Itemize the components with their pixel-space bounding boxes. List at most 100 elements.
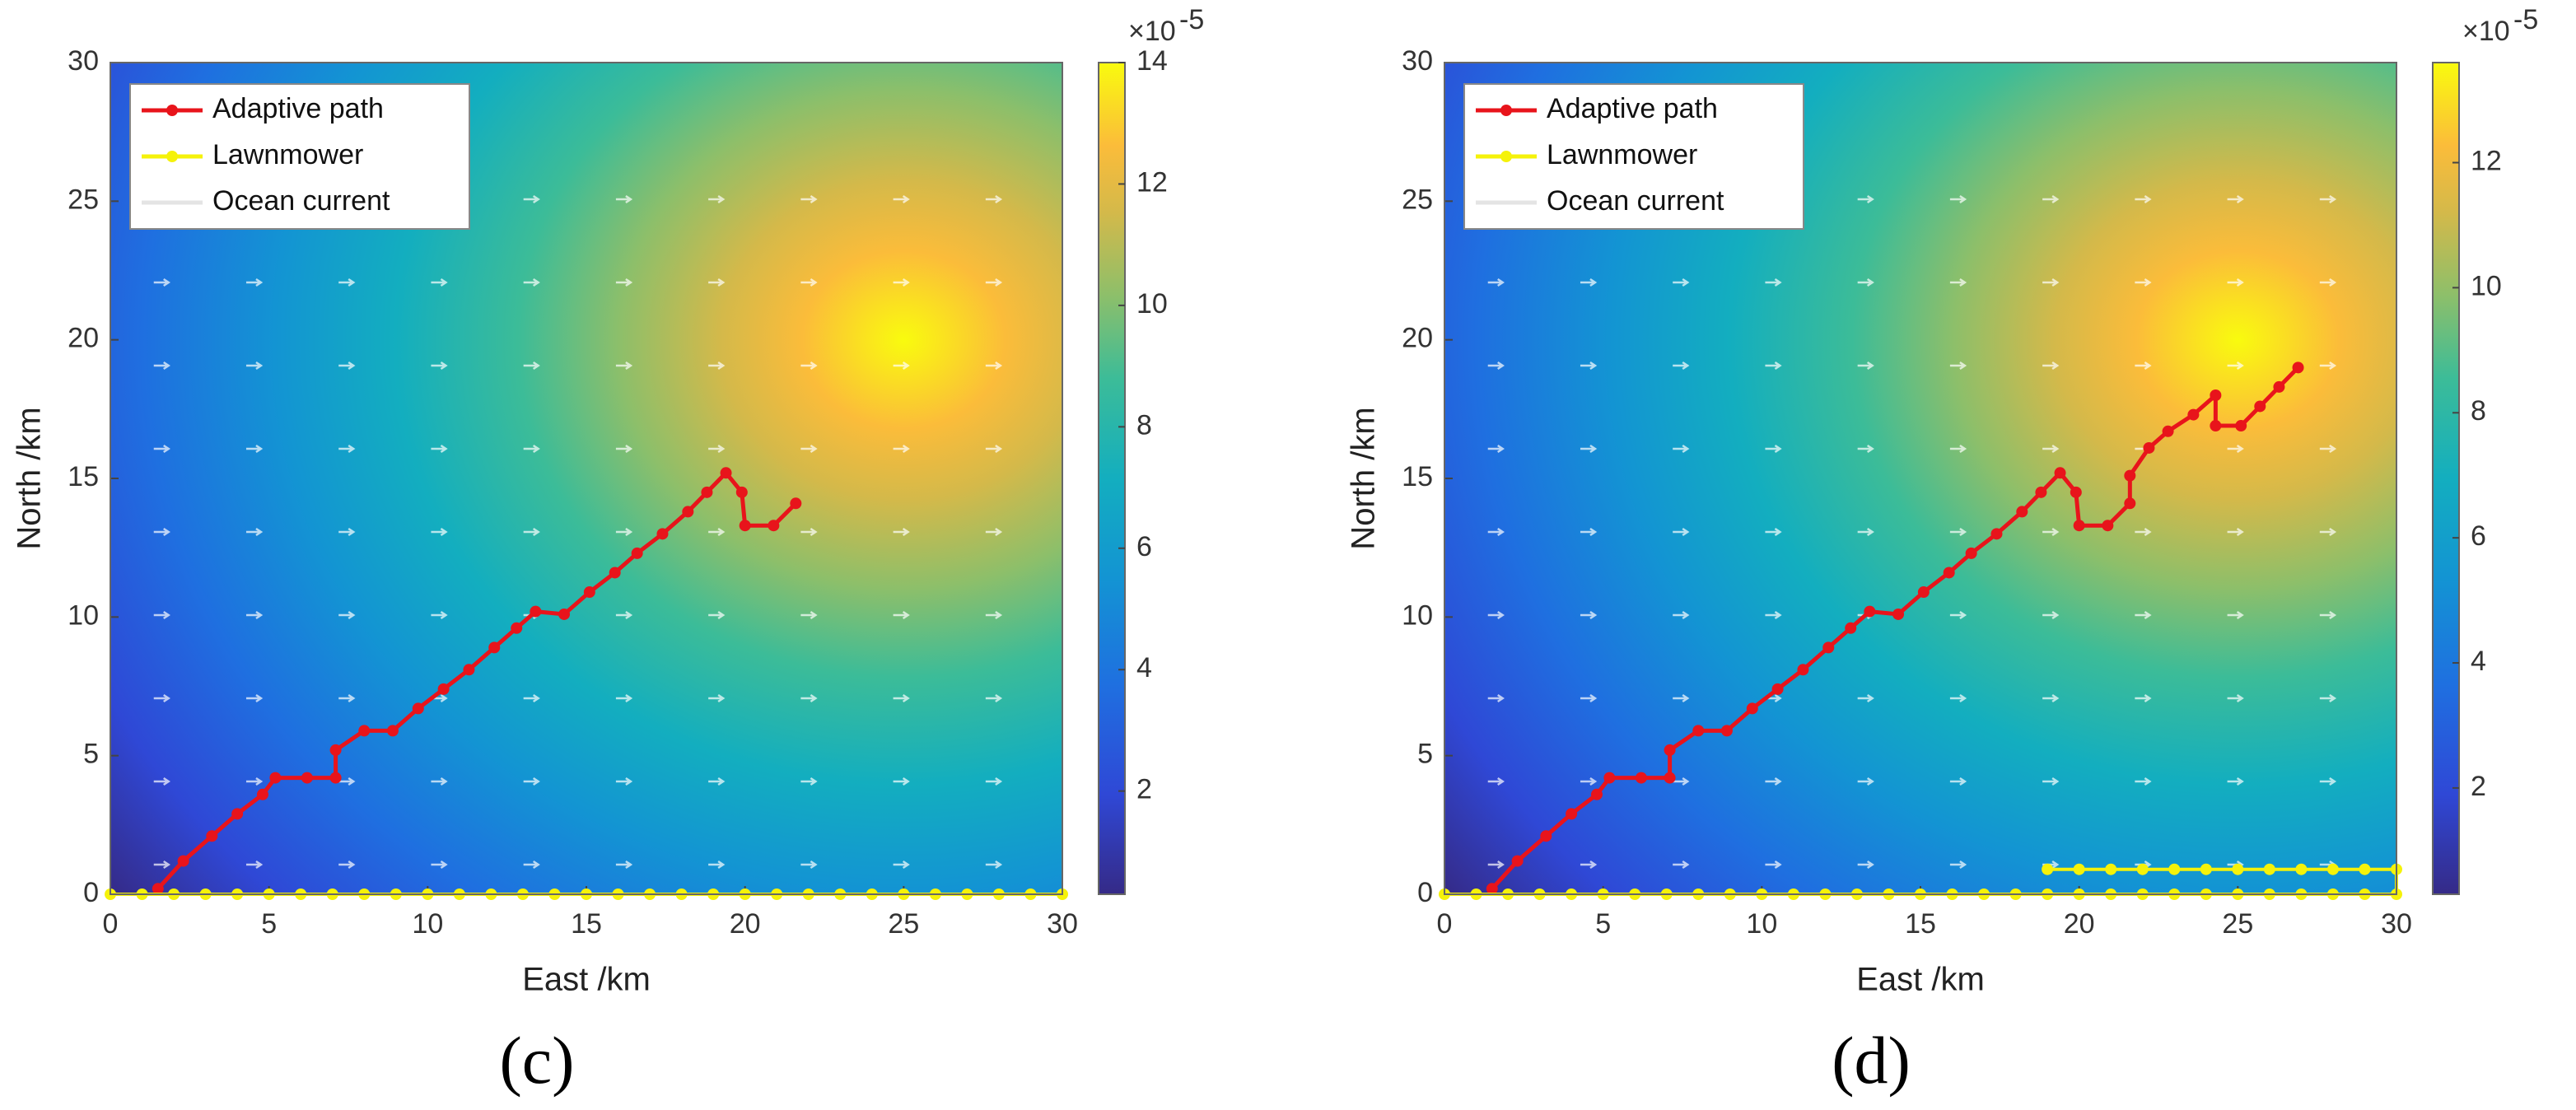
legend-label: Adaptive path bbox=[1547, 93, 1718, 124]
current-arrow bbox=[615, 693, 633, 703]
current-arrow bbox=[153, 777, 170, 786]
current-arrow bbox=[1487, 278, 1505, 287]
current-arrow bbox=[1765, 860, 1782, 870]
legend-label: Lawnmower bbox=[212, 139, 363, 170]
current-arrow bbox=[2135, 693, 2152, 703]
current-arrow bbox=[893, 361, 910, 371]
x-tick-label: 30 bbox=[2381, 908, 2412, 940]
series-point bbox=[1864, 605, 1876, 618]
y-tick-label: 5 bbox=[1417, 739, 1433, 770]
current-arrow bbox=[2135, 777, 2152, 786]
current-arrow bbox=[615, 777, 633, 786]
y-tick-label: 0 bbox=[83, 877, 99, 908]
y-tick-label: 20 bbox=[68, 323, 99, 354]
current-arrow bbox=[338, 610, 356, 620]
legend-label: Ocean current bbox=[212, 185, 390, 217]
current-arrow bbox=[2227, 693, 2244, 703]
current-arrow bbox=[893, 610, 910, 620]
legend-marker bbox=[166, 151, 178, 162]
current-arrow bbox=[431, 278, 448, 287]
colorbar-multiplier: ×10 bbox=[1128, 16, 1176, 47]
current-arrow bbox=[985, 361, 1003, 371]
current-arrow bbox=[1857, 693, 1874, 703]
current-arrow bbox=[523, 860, 540, 870]
current-arrow bbox=[800, 194, 818, 204]
current-arrow bbox=[893, 278, 910, 287]
series-point bbox=[583, 586, 595, 599]
series-point bbox=[269, 772, 282, 784]
y-tick-label: 30 bbox=[68, 45, 99, 77]
series-point bbox=[2102, 520, 2114, 532]
series-point bbox=[735, 486, 748, 498]
current-arrow bbox=[245, 444, 264, 454]
current-arrow bbox=[1580, 610, 1598, 620]
current-arrow bbox=[1949, 777, 1967, 786]
current-arrow bbox=[1580, 693, 1598, 703]
x-tick-label: 5 bbox=[1595, 908, 1611, 940]
series-point bbox=[2143, 441, 2155, 454]
series-point bbox=[2235, 420, 2247, 432]
series-point bbox=[206, 830, 218, 842]
current-arrow bbox=[245, 361, 264, 371]
series-point bbox=[631, 547, 643, 559]
series-point bbox=[720, 467, 732, 479]
current-arrow bbox=[431, 777, 448, 786]
current-arrow bbox=[523, 278, 540, 287]
current-arrow bbox=[153, 860, 170, 870]
series-point bbox=[1692, 725, 1705, 737]
current-arrow bbox=[1673, 527, 1690, 537]
current-arrow bbox=[153, 444, 170, 454]
series-point bbox=[682, 506, 694, 518]
current-arrow bbox=[523, 693, 540, 703]
x-tick-label: 10 bbox=[1746, 908, 1777, 940]
series-point bbox=[463, 664, 475, 676]
current-arrow bbox=[338, 444, 356, 454]
colorbar-tick-label: 10 bbox=[2471, 270, 2502, 301]
current-arrow bbox=[245, 278, 264, 287]
current-arrow bbox=[1765, 777, 1782, 786]
current-arrow bbox=[153, 693, 170, 703]
legend-marker bbox=[1500, 151, 1512, 162]
current-arrow bbox=[1857, 361, 1874, 371]
series-point bbox=[2162, 425, 2174, 437]
current-arrow bbox=[2227, 278, 2244, 287]
current-arrow bbox=[245, 860, 264, 870]
current-arrow bbox=[1487, 777, 1505, 786]
current-arrow bbox=[1580, 527, 1598, 537]
current-arrow bbox=[2227, 777, 2244, 786]
current-arrow bbox=[1949, 860, 1967, 870]
current-arrow bbox=[2319, 777, 2337, 786]
y-tick-label: 20 bbox=[1402, 323, 1433, 354]
current-arrow bbox=[1580, 777, 1598, 786]
current-arrow bbox=[615, 278, 633, 287]
current-arrow bbox=[153, 527, 170, 537]
series-point bbox=[2200, 863, 2212, 875]
x-tick-label: 15 bbox=[1905, 908, 1936, 940]
series-point bbox=[2210, 389, 2222, 401]
series-point bbox=[2232, 863, 2244, 875]
current-arrow bbox=[1673, 693, 1690, 703]
current-arrow bbox=[800, 361, 818, 371]
series-point bbox=[1590, 788, 1603, 800]
current-arrow bbox=[1580, 860, 1598, 870]
plot-frame bbox=[1444, 62, 2397, 895]
current-arrow bbox=[338, 527, 356, 537]
current-arrow bbox=[615, 444, 633, 454]
series-point bbox=[2263, 863, 2275, 875]
current-arrow bbox=[1487, 527, 1505, 537]
x-tick-label: 30 bbox=[1047, 908, 1078, 940]
series-point bbox=[1511, 855, 1524, 867]
y-tick-label: 10 bbox=[1402, 599, 1433, 631]
current-arrow bbox=[985, 278, 1003, 287]
current-arrow bbox=[338, 693, 356, 703]
colorbar-tick-label: 6 bbox=[2471, 520, 2486, 552]
current-arrow bbox=[1765, 444, 1782, 454]
series-point bbox=[2054, 467, 2066, 479]
series-point bbox=[2070, 486, 2082, 498]
current-arrow bbox=[615, 194, 633, 204]
series-point bbox=[412, 702, 424, 715]
series-point bbox=[1845, 622, 1857, 634]
y-tick-label: 10 bbox=[68, 599, 99, 631]
plot-frame bbox=[110, 62, 1063, 895]
x-tick-label: 25 bbox=[2222, 908, 2253, 940]
